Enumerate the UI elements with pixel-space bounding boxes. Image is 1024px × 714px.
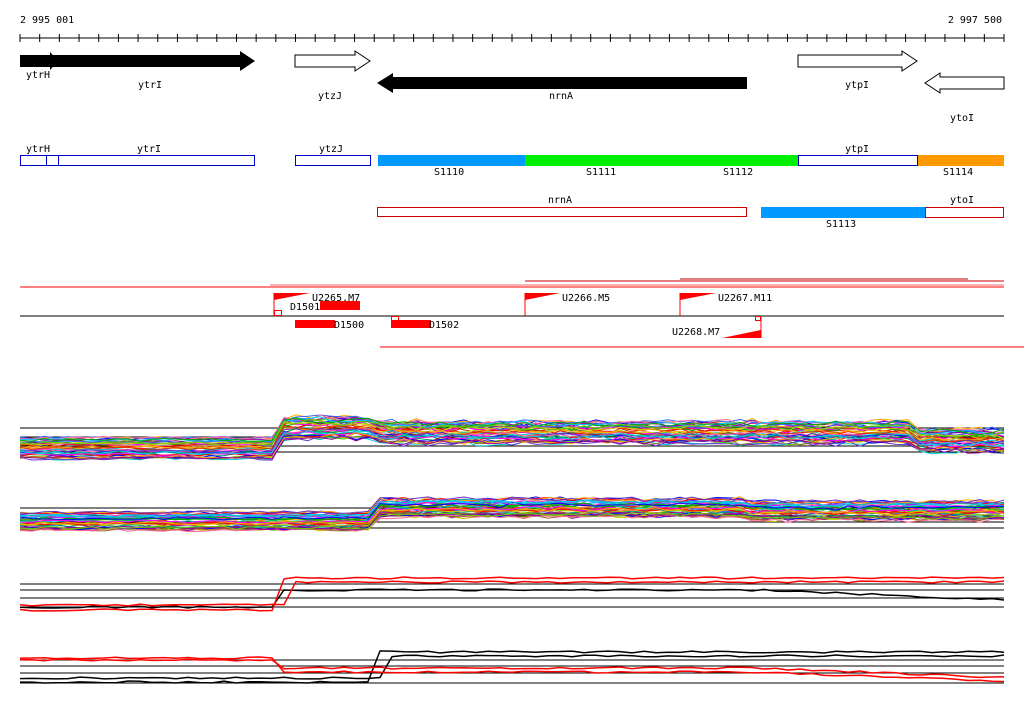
feature-label-D1502: D1502 bbox=[429, 320, 459, 331]
coordinate-ruler: 2 995 001 2 997 500 bbox=[19, 15, 1005, 42]
profile-line bbox=[20, 650, 1005, 684]
segment-S1113[interactable] bbox=[761, 207, 925, 218]
profile-line bbox=[19, 419, 1005, 446]
segment-label-S1111: S1111 bbox=[586, 167, 616, 178]
profile-line bbox=[19, 496, 1005, 515]
profile-line bbox=[19, 430, 1005, 455]
gene-arrow-nrnA[interactable] bbox=[377, 73, 747, 93]
profile-line bbox=[19, 576, 1005, 612]
box-nrnA[interactable] bbox=[377, 207, 747, 217]
feature-label-U2266: U2266.M5 bbox=[562, 293, 610, 304]
gene-label-ytrI: ytrI bbox=[138, 80, 162, 91]
profile-line bbox=[19, 424, 1005, 449]
gene-label-ytzJ: ytzJ bbox=[318, 91, 342, 102]
box-ytoI[interactable] bbox=[925, 207, 1004, 218]
profile-line bbox=[19, 434, 1005, 460]
box-label-ytpI: ytpI bbox=[845, 144, 869, 155]
box-ytpI[interactable] bbox=[798, 155, 918, 166]
profile-line bbox=[19, 511, 1005, 531]
profile-line bbox=[19, 432, 1005, 459]
profile-line bbox=[19, 506, 1005, 526]
segment-label-S1110: S1110 bbox=[434, 167, 464, 178]
gene-arrow-ytrI[interactable] bbox=[20, 51, 255, 71]
feature-label-D1500: D1500 bbox=[334, 320, 364, 331]
feature-label-U2265: U2265.M7 bbox=[312, 293, 360, 304]
box-label-ytoI: ytoI bbox=[950, 195, 974, 206]
feature-label-D1501: D1501 bbox=[290, 302, 320, 313]
feature-D1502[interactable] bbox=[391, 320, 431, 328]
box-label-ytrI: ytrI bbox=[137, 144, 161, 155]
segment-S1114[interactable] bbox=[918, 155, 1004, 166]
gene-label-ytrH: ytrH bbox=[26, 70, 50, 81]
profile-line bbox=[19, 434, 1005, 461]
box-label-nrnA: nrnA bbox=[548, 195, 572, 206]
feature-D1500[interactable] bbox=[295, 320, 335, 328]
plus-strand-track: ytrH ytrI ytzJ ytpI S1110 S1111 S1112 S1… bbox=[20, 144, 1004, 178]
box-ytrH-ytrI[interactable] bbox=[20, 155, 255, 166]
box-ytzJ[interactable] bbox=[295, 155, 371, 166]
profile-line bbox=[19, 580, 1005, 607]
segment-label-S1112: S1112 bbox=[723, 167, 753, 178]
profile-panel-4 bbox=[19, 650, 1005, 684]
marker-U2268-tick bbox=[755, 316, 761, 321]
feature-track: U2265.M7 D1501 D1500 D1502 U2266.M5 U226… bbox=[20, 278, 1024, 348]
gene-arrow-ytzJ[interactable] bbox=[294, 50, 371, 72]
segment-label-S1114: S1114 bbox=[943, 167, 973, 178]
marker-D1502-tick bbox=[391, 316, 399, 321]
gene-arrow-ytpI[interactable] bbox=[797, 50, 918, 72]
profile-line bbox=[19, 656, 1005, 683]
feature-label-U2267: U2267.M11 bbox=[718, 293, 772, 304]
coord-start-label: 2 995 001 bbox=[20, 15, 74, 26]
profile-line bbox=[19, 498, 1005, 518]
minus-strand-track: nrnA ytoI S1113 bbox=[377, 195, 1004, 230]
profile-panel-1 bbox=[19, 414, 1005, 461]
ruler-ticks bbox=[19, 34, 1005, 42]
gene-label-ytoI: ytoI bbox=[950, 113, 974, 124]
segment-label-S1113: S1113 bbox=[826, 219, 856, 230]
profile-line bbox=[19, 512, 1005, 530]
gene-label-ytpI: ytpI bbox=[845, 80, 869, 91]
marker-D1501-tick bbox=[274, 310, 282, 316]
gene-label-nrnA: nrnA bbox=[549, 91, 573, 102]
marker-U2265[interactable] bbox=[274, 293, 310, 300]
box-label-ytrH: ytrH bbox=[26, 144, 50, 155]
profile-panel-3 bbox=[19, 576, 1005, 612]
box-label-ytzJ: ytzJ bbox=[319, 144, 343, 155]
profile-line bbox=[19, 417, 1005, 442]
feature-label-U2268: U2268.M7 bbox=[672, 327, 720, 338]
marker-U2266[interactable] bbox=[525, 293, 560, 300]
profile-line bbox=[19, 658, 1005, 679]
segment-S1110[interactable] bbox=[378, 155, 525, 166]
gene-arrow-ytoI[interactable] bbox=[924, 72, 1005, 94]
profile-panel-2 bbox=[19, 496, 1005, 533]
profile-line bbox=[19, 588, 1005, 609]
coord-end-label: 2 997 500 bbox=[948, 15, 1002, 26]
profile-line bbox=[19, 501, 1005, 521]
profile-line bbox=[19, 502, 1005, 521]
profile-line bbox=[19, 431, 1005, 457]
marker-U2267[interactable] bbox=[680, 293, 716, 300]
feature-D1501[interactable] bbox=[320, 301, 360, 310]
profile-line bbox=[19, 428, 1005, 453]
marker-U2268[interactable] bbox=[722, 330, 761, 338]
gene-arrow-track: ytrH ytrI ytzJ nrnA ytpI ytoI bbox=[20, 50, 1005, 124]
profile-line bbox=[19, 654, 1005, 680]
segment-S1111[interactable] bbox=[525, 155, 798, 166]
